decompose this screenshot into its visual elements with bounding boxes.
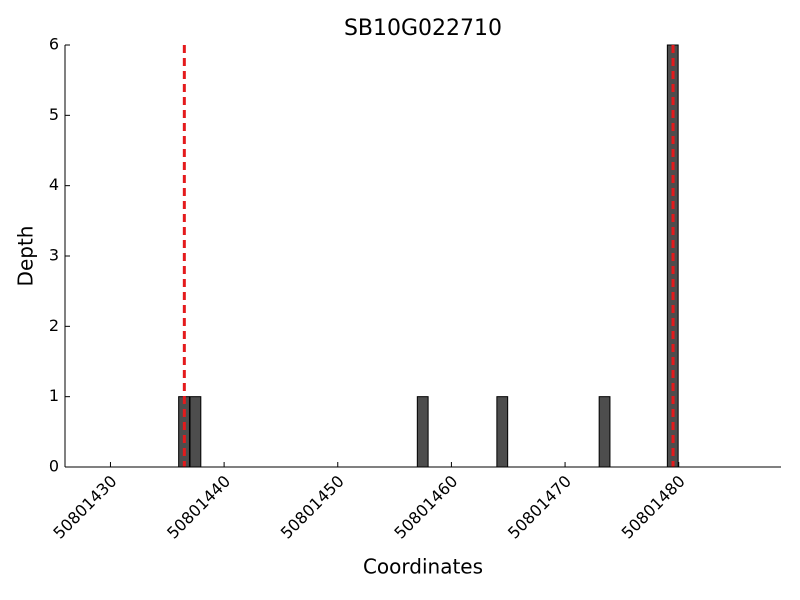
y-tick-label: 4 [49, 175, 59, 194]
bar [496, 396, 509, 468]
x-tick-label: 50801430 [49, 472, 120, 543]
y-tick-label: 5 [49, 105, 59, 124]
bar [416, 396, 429, 468]
bar [598, 396, 611, 468]
y-tick-label: 1 [49, 386, 59, 405]
y-tick-label: 6 [49, 35, 59, 54]
y-tick-label: 3 [49, 246, 59, 265]
x-tick-label: 50801450 [277, 472, 348, 543]
bar [178, 396, 190, 468]
chart-title: SB10G022710 [344, 16, 502, 41]
y-tick-label: 0 [49, 457, 59, 476]
x-tick-label: 50801480 [618, 472, 689, 543]
bar [189, 396, 202, 468]
y-tick-label: 2 [49, 316, 59, 335]
x-tick-label: 50801440 [163, 472, 234, 543]
x-axis-label: Coordinates [363, 555, 483, 579]
x-tick-label: 50801470 [504, 472, 575, 543]
y-axis-label: Depth [14, 226, 38, 287]
x-tick-label: 50801460 [390, 472, 461, 543]
